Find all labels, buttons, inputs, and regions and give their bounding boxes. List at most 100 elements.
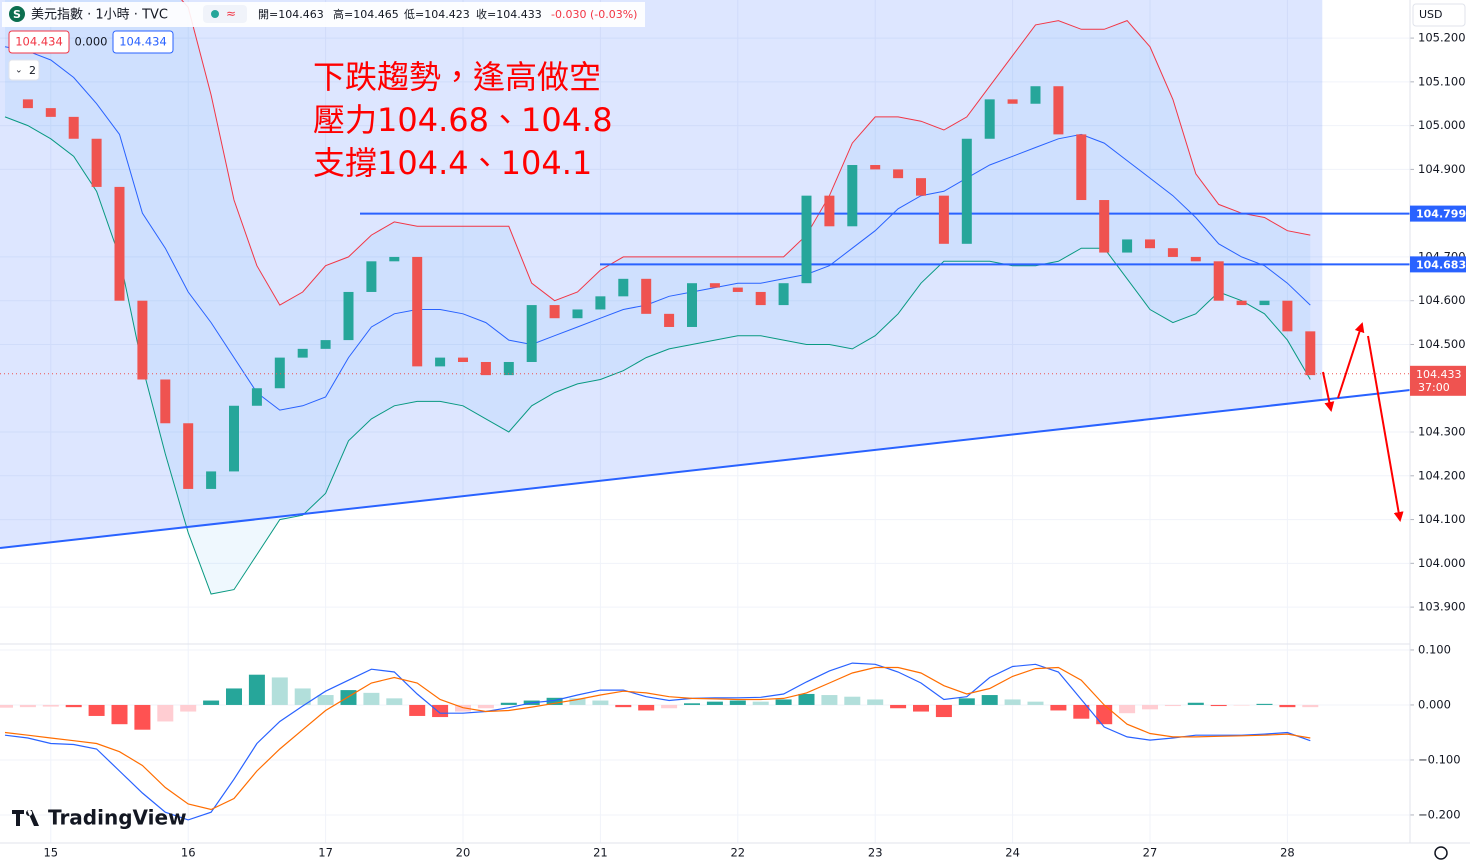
histogram-bar [1210, 704, 1227, 707]
candle-body [526, 305, 537, 362]
histogram-bar [729, 700, 746, 705]
bollinger-upper [181, 0, 1311, 306]
candle-body [732, 287, 743, 292]
candle-body [641, 278, 652, 314]
histogram-bar [569, 698, 586, 705]
y-tick-label: 104.900 [1418, 162, 1466, 176]
annotation: 下跌趨勢，逢高做空 [313, 58, 601, 96]
histogram-bar [248, 674, 265, 705]
countdown: 37:00 [1418, 381, 1450, 394]
histogram-bar [1027, 701, 1044, 705]
histogram-bar [844, 696, 861, 705]
ohlc-open: 開=104.463 [258, 8, 324, 21]
y-tick-label: 104.300 [1418, 425, 1466, 439]
y-tick-label: 104.600 [1418, 293, 1466, 307]
candle-body [343, 291, 354, 341]
change: -0.030 (-0.03%) [551, 8, 637, 21]
y-tick-label: 0.000 [1418, 697, 1451, 711]
histogram-bar [1187, 702, 1204, 705]
candle-body [984, 99, 995, 139]
candle-body [1053, 86, 1064, 135]
histogram-bar [294, 688, 311, 705]
histogram-bar [1279, 704, 1296, 708]
histogram-bar [638, 704, 655, 711]
last-price-bg [1410, 365, 1466, 396]
currency: USD [1419, 8, 1443, 21]
indicator-count: 2 [29, 64, 36, 77]
candle-body [709, 283, 720, 288]
settings-button[interactable] [1434, 846, 1448, 860]
candle-body [22, 99, 33, 109]
x-tick-label: 22 [730, 846, 745, 860]
ohlc-high: 高=104.465 [333, 7, 399, 21]
candle-body [320, 340, 331, 349]
x-tick-label: 20 [456, 846, 471, 860]
candle-body [1122, 239, 1133, 253]
y-tick-label: 105.200 [1418, 31, 1466, 45]
level-label: 104.683 [1416, 258, 1466, 271]
macd-line [4, 662, 1311, 821]
histogram-bar [1164, 704, 1181, 707]
brand-name: TradingView [48, 806, 187, 830]
candle-body [961, 138, 972, 244]
ohlc-low: 低=104.423 [404, 7, 470, 21]
candle-body [1236, 300, 1247, 306]
histogram-bar [386, 698, 403, 705]
candle-body [91, 138, 102, 187]
candle-body [938, 195, 949, 244]
y-tick-label: −0.100 [1418, 752, 1461, 766]
histogram-bar [935, 704, 952, 718]
candle-body [458, 357, 468, 362]
histogram-bar [775, 699, 792, 705]
histogram-bar [409, 704, 426, 716]
histogram-bar [661, 704, 678, 709]
x-tick-label: 27 [1143, 846, 1158, 860]
candle-body [503, 361, 514, 376]
arrow [1337, 322, 1365, 399]
status-dot [211, 10, 219, 18]
macd-line [4, 666, 1311, 811]
candle-body [435, 357, 446, 367]
bollinger-lower [4, 116, 1311, 595]
brand-logo [12, 810, 39, 826]
x-tick-label: 28 [1280, 846, 1295, 860]
macd-pane: 0.100 0.000 −0.100 −0.200 [0, 642, 1461, 821]
candle-body [801, 195, 812, 284]
indicator-toggle[interactable] [8, 59, 40, 81]
ask-box[interactable] [112, 30, 174, 54]
bid-box[interactable] [8, 30, 70, 54]
histogram-bar [615, 704, 632, 708]
candle-body [366, 261, 377, 292]
currency-button[interactable] [1412, 3, 1466, 27]
legend-header: S 美元指數 · 1小時 · TVC ≈ 開=104.463 高=104.465… [2, 2, 645, 81]
header-bg [2, 2, 645, 27]
histogram-bar [111, 704, 128, 725]
ask: 104.434 [119, 35, 167, 49]
arrow [1367, 335, 1404, 522]
histogram-bar [340, 690, 357, 705]
brand: TradingView [12, 806, 187, 830]
candle-body [68, 116, 79, 139]
y-tick-label: 0.100 [1418, 642, 1451, 656]
candle-body [1099, 200, 1110, 253]
candle-body [664, 313, 675, 327]
y-tick-label: 103.900 [1418, 600, 1466, 614]
candle-body [824, 195, 835, 227]
histogram-bar [821, 695, 838, 705]
candle-body [870, 165, 881, 170]
price-pane: 105.200105.100105.000104.900104.700104.6… [0, 0, 1466, 843]
bollinger-middle [4, 46, 1311, 411]
histogram-bar [432, 704, 449, 718]
x-tick-label: 23 [868, 846, 883, 860]
histogram-bar [317, 695, 334, 705]
histogram-bar [1233, 704, 1250, 706]
histogram-bar [65, 704, 82, 708]
candle-body [137, 300, 148, 380]
histogram-bar [180, 704, 197, 712]
ohlc-close: 收=104.433 [476, 7, 542, 21]
y-tick-label: 104.100 [1418, 512, 1466, 526]
y-tick-label: −0.200 [1418, 807, 1461, 821]
